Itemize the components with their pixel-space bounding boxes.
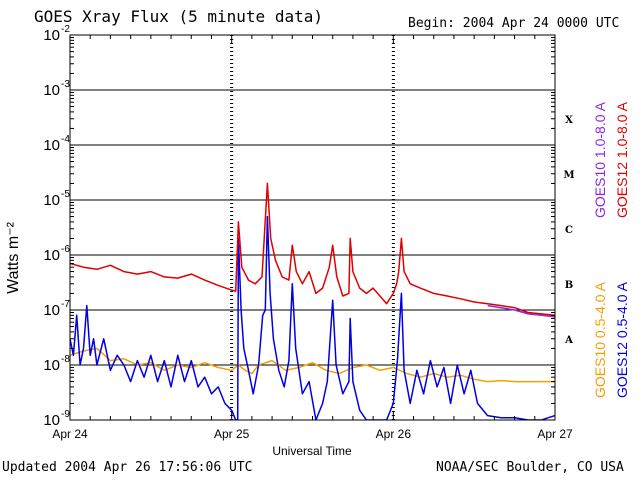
x-axis-label: Universal Time bbox=[272, 444, 352, 458]
y-tick-label: 10 bbox=[43, 412, 60, 429]
series-layer bbox=[70, 182, 555, 420]
begin-time: Begin: 2004 Apr 24 0000 UTC bbox=[408, 16, 620, 31]
y-tick-label: 10 bbox=[43, 302, 60, 319]
series-line bbox=[487, 304, 555, 318]
legend-goes12-long: GOES12 1.0-8.0 A bbox=[614, 101, 630, 218]
y-axis-label: Watts m⁻² bbox=[5, 221, 22, 294]
page-title: GOES Xray Flux (5 minute data) bbox=[34, 7, 323, 26]
legend-goes10-short: GOES10 0.5-4.0 A bbox=[592, 281, 608, 398]
x-tick-label: Apr 25 bbox=[214, 427, 250, 441]
y-tick-exponent: -5 bbox=[61, 189, 70, 200]
y-tick-exponent: -6 bbox=[61, 244, 70, 255]
x-tick-label: Apr 24 bbox=[52, 427, 88, 441]
y-tick-exponent: -2 bbox=[61, 24, 70, 35]
legend-goes10-long: GOES10 1.0-8.0 A bbox=[592, 101, 608, 218]
credit: NOAA/SEC Boulder, CO USA bbox=[436, 460, 624, 475]
grid-layer bbox=[70, 34, 555, 421]
y-tick-label: 10 bbox=[43, 137, 60, 154]
legend-goes12-short: GOES12 0.5-4.0 A bbox=[614, 281, 630, 398]
flare-class-label: A bbox=[564, 335, 573, 346]
y-tick-exponent: -7 bbox=[61, 299, 70, 310]
flare-class-layer: A B C M X bbox=[563, 115, 574, 346]
y-tick-exponent: -4 bbox=[61, 134, 70, 145]
y-tick-label: 10 bbox=[43, 192, 60, 209]
legend: GOES10 1.0-8.0 A GOES12 1.0-8.0 A GOES10… bbox=[592, 101, 630, 398]
y-tick-exponent: -9 bbox=[61, 409, 70, 420]
y-tick-label: 10 bbox=[43, 247, 60, 264]
y-tick-label: 10 bbox=[43, 82, 60, 99]
series-line bbox=[70, 215, 555, 420]
flare-class-label: M bbox=[563, 170, 574, 181]
series-line bbox=[70, 182, 555, 317]
y-tick-label: 10 bbox=[43, 27, 60, 44]
y-tick-exponent: -8 bbox=[61, 354, 70, 365]
y-tick-exponent: -3 bbox=[61, 79, 70, 90]
flare-class-label: X bbox=[565, 115, 573, 126]
flare-class-label: B bbox=[565, 280, 573, 291]
updated-time: Updated 2004 Apr 26 17:56:06 UTC bbox=[2, 460, 253, 475]
flare-class-label: C bbox=[565, 225, 573, 236]
x-tick-label: Apr 27 bbox=[537, 427, 573, 441]
y-tick-label: 10 bbox=[43, 357, 60, 374]
x-tick-label: Apr 26 bbox=[376, 427, 412, 441]
